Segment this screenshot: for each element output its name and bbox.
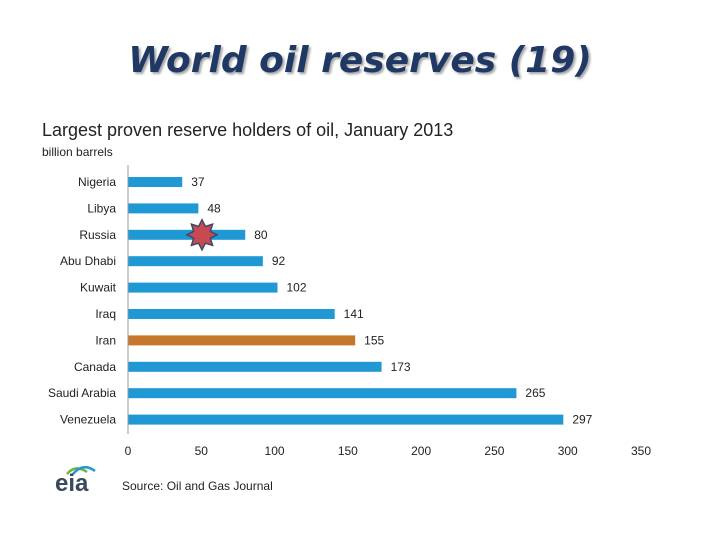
category-label: Abu Dhabi <box>60 254 116 268</box>
x-tick-label: 250 <box>484 444 504 458</box>
bar-libya <box>128 203 199 214</box>
data-label: 37 <box>191 175 205 189</box>
category-label: Kuwait <box>80 281 117 295</box>
category-label: Russia <box>79 228 116 242</box>
data-label: 48 <box>207 201 221 215</box>
data-label: 265 <box>525 386 545 400</box>
bar-nigeria <box>128 177 183 187</box>
bar-iraq <box>128 309 335 319</box>
data-label: 155 <box>364 333 384 347</box>
bar-venezuela <box>128 414 564 425</box>
x-tick-label: 350 <box>631 444 651 458</box>
data-label: 102 <box>287 281 307 295</box>
x-tick-label: 150 <box>338 444 358 458</box>
chart-title: Largest proven reserve holders of oil, J… <box>42 120 454 140</box>
eia-logo-icon: eia <box>55 462 105 497</box>
chart-subtitle: billion barrels <box>42 145 113 159</box>
category-label: Iran <box>95 333 116 347</box>
category-label: Nigeria <box>78 175 116 189</box>
x-tick-label: 300 <box>558 444 578 458</box>
x-tick-label: 50 <box>195 444 209 458</box>
data-label: 173 <box>391 360 411 374</box>
data-label: 80 <box>254 228 268 242</box>
category-label: Libya <box>87 201 116 215</box>
bar-iran <box>128 335 356 346</box>
bar-kuwait <box>128 282 278 293</box>
data-label: 92 <box>272 254 286 268</box>
star-marker-icon <box>185 218 219 252</box>
bar-abu-dhabi <box>128 256 263 267</box>
chart-source: Source: Oil and Gas Journal <box>122 479 273 493</box>
x-tick-label: 200 <box>411 444 431 458</box>
data-label: 141 <box>344 307 364 321</box>
bar-saudi-arabia <box>128 388 517 399</box>
bar-canada <box>128 361 382 372</box>
slide-title: World oil reserves (19) <box>128 40 592 81</box>
category-label: Venezuela <box>60 413 116 427</box>
category-label: Iraq <box>95 307 116 321</box>
x-tick-label: 0 <box>125 444 132 458</box>
logo-text: eia <box>55 470 89 497</box>
data-label: 297 <box>572 413 592 427</box>
category-label: Saudi Arabia <box>48 386 116 400</box>
category-label: Canada <box>74 360 116 374</box>
x-tick-label: 100 <box>265 444 285 458</box>
